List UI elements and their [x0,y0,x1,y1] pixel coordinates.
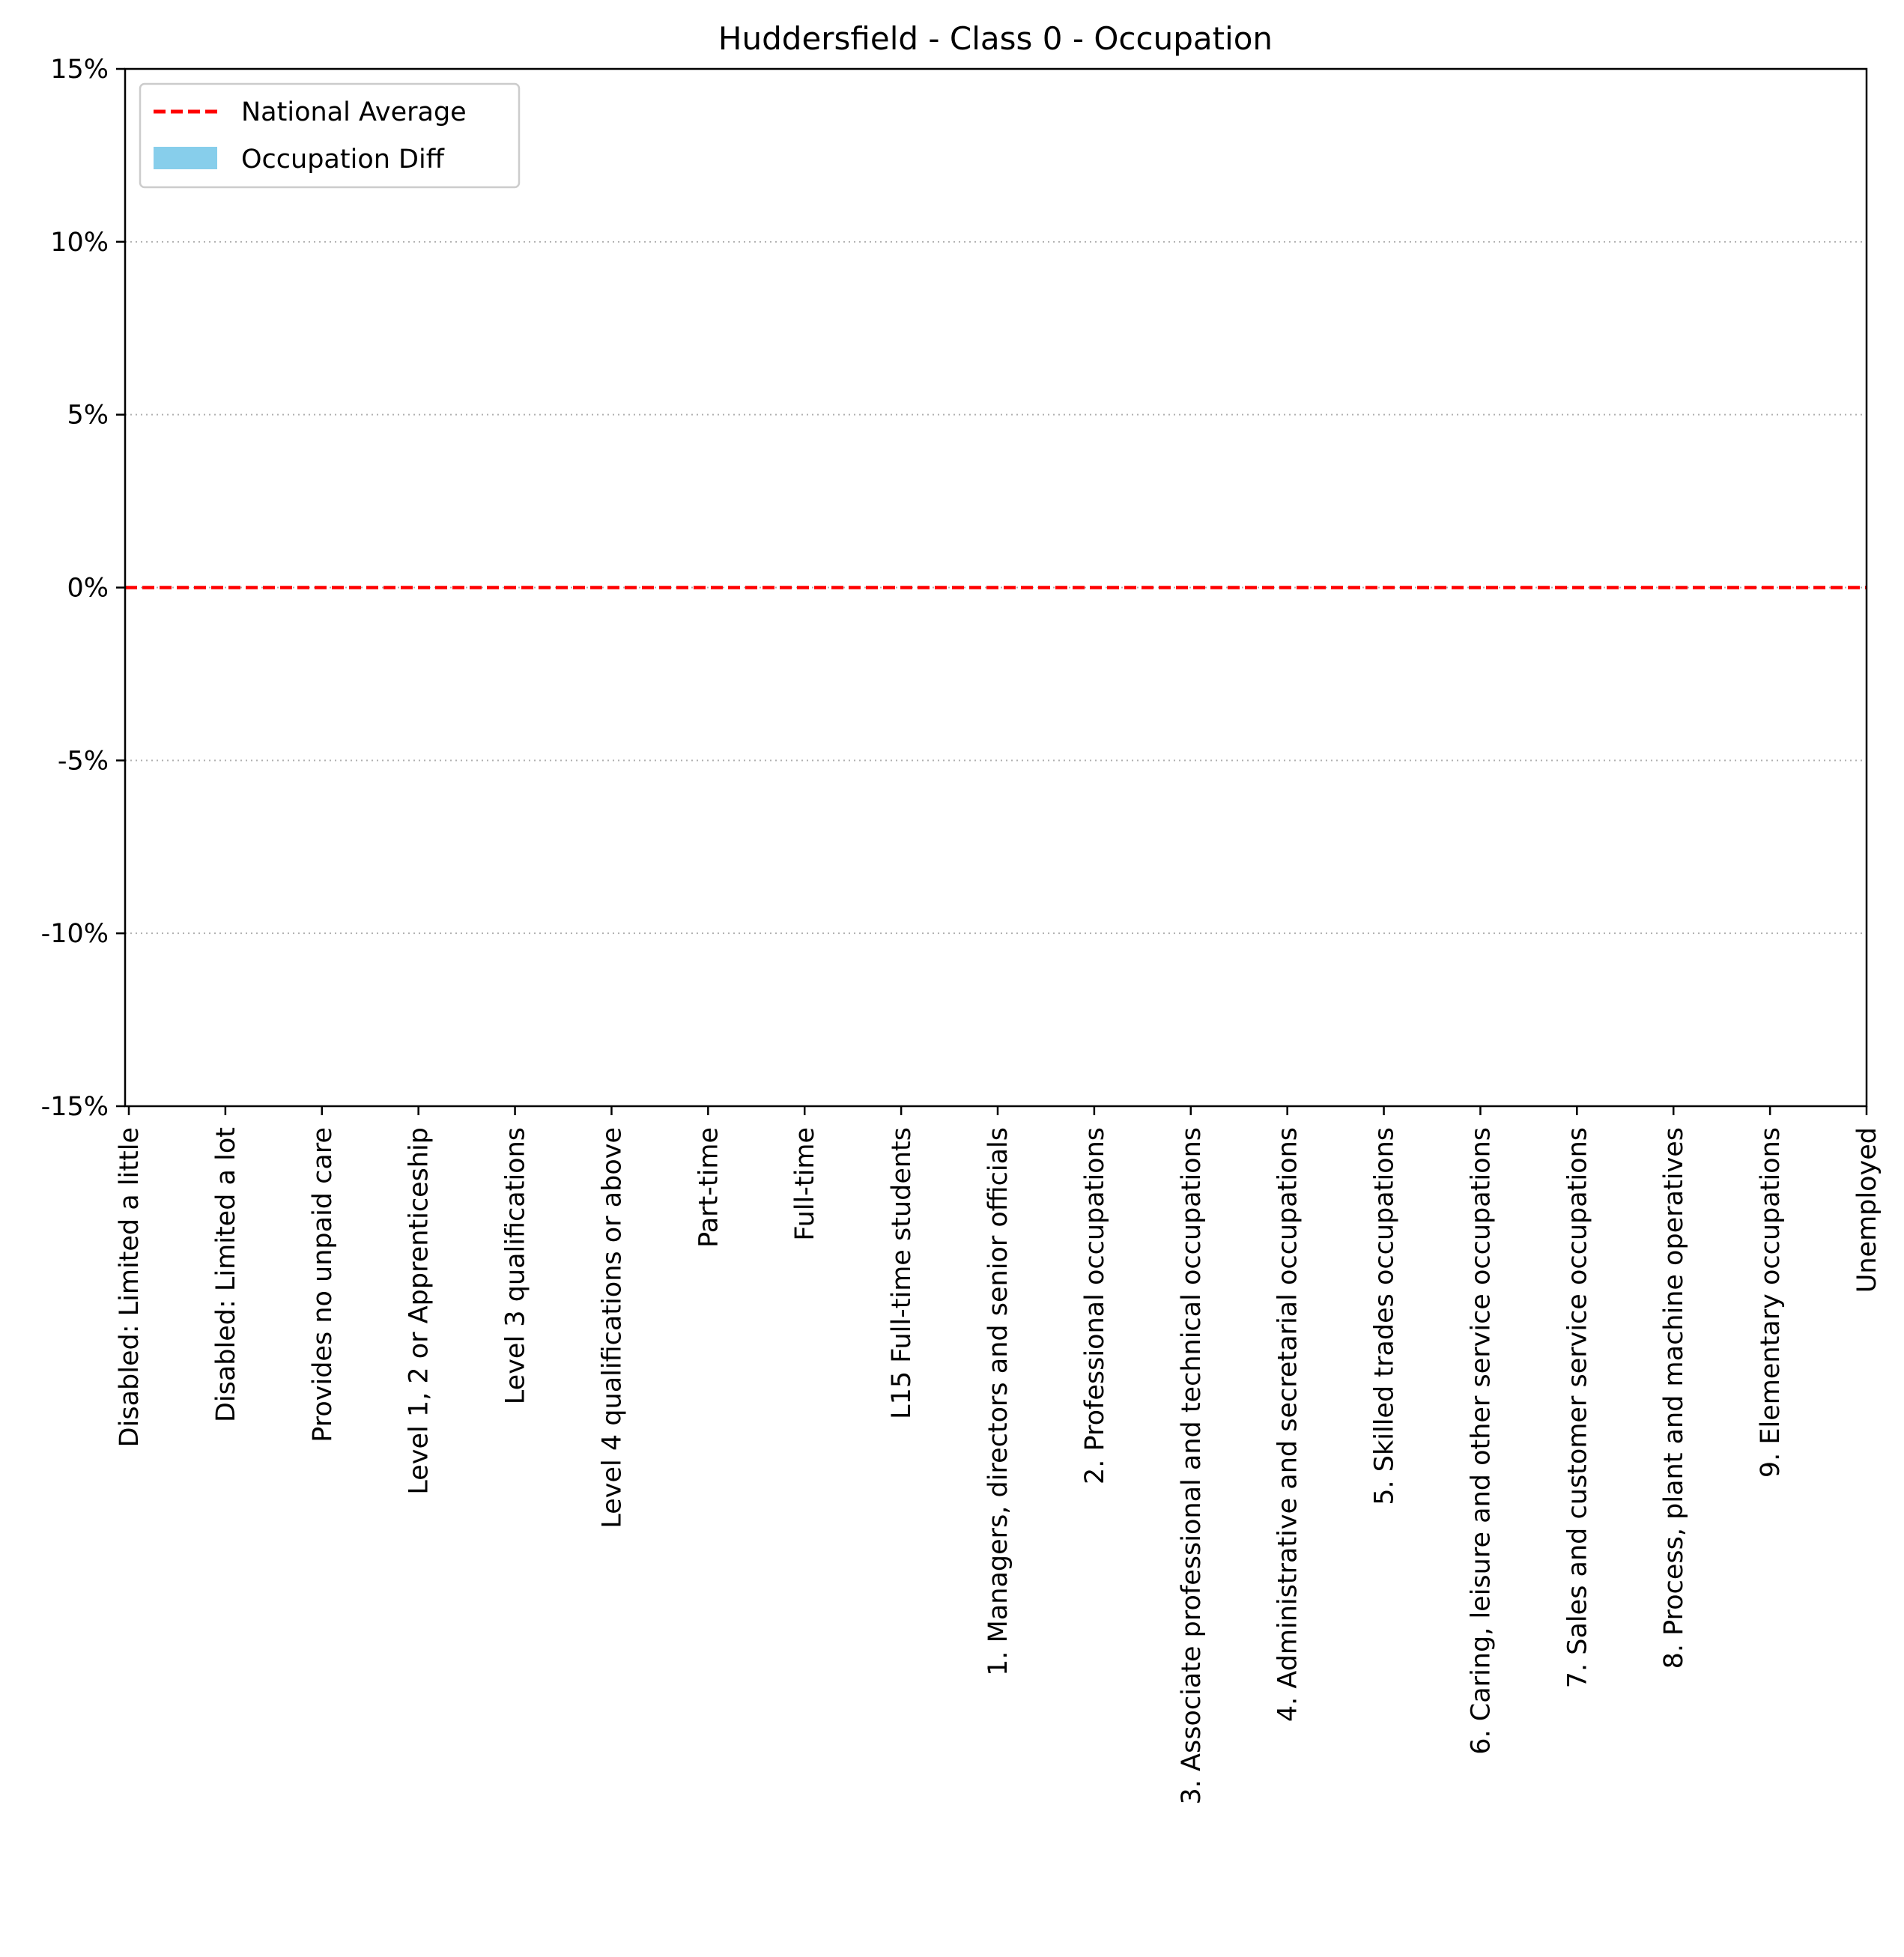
x-tick-label: Full-time [790,1127,820,1241]
x-tick-label: Disabled: Limited a little [115,1127,145,1447]
y-tick-label: 0% [67,574,109,604]
legend-occupation-diff-label: Occupation Diff [241,145,445,175]
legend-occupation-diff-swatch [154,147,217,169]
x-tick-label: 3. Associate professional and technical … [1177,1127,1207,1804]
y-axis: 15% 10% 5% 0% -5% -10% -15% [41,55,125,1122]
x-tick-label: 5. Skilled trades occupations [1370,1127,1400,1505]
x-tick-label: 9. Elementary occupations [1756,1127,1786,1478]
y-tick-label: -5% [58,746,109,776]
x-tick-label: 1. Managers, directors and senior offici… [983,1127,1013,1676]
chart-title: Huddersfield - Class 0 - Occupation [718,20,1273,57]
x-tick-label: Provides no unpaid care [308,1127,338,1442]
x-tick-label: Level 1, 2 or Apprenticeship [404,1127,434,1495]
x-tick-label: Level 4 qualifications or above [597,1127,627,1529]
legend: National Average Occupation Diff [139,82,521,189]
y-tick-label: -10% [41,919,109,949]
x-tick-label: 4. Administrative and secretarial occupa… [1273,1127,1303,1722]
x-tick-label: 7. Sales and customer service occupation… [1562,1127,1592,1688]
x-axis: Disabled: Limited a little Disabled: Limi… [115,1106,1882,1804]
legend-box [139,82,521,189]
x-tick-label: L15 Full-time students [887,1127,917,1419]
y-tick-label: -15% [41,1092,109,1122]
x-tick-label: 6. Caring, leisure and other service occ… [1466,1127,1496,1755]
x-tick-label: 8. Process, plant and machine operatives [1659,1127,1689,1669]
x-tick-label: Unemployed [1852,1127,1882,1293]
y-tick-label: 5% [67,401,109,431]
y-tick-label: 10% [50,228,109,258]
x-tick-label: Part-time [694,1127,724,1248]
y-tick-label: 15% [50,55,109,85]
x-tick-label: Disabled: Limited a lot [211,1127,241,1422]
legend-national-average-label: National Average [241,97,467,127]
x-tick-label: Level 3 qualifications [501,1127,531,1404]
x-tick-label: 2. Professional occupations [1080,1127,1110,1484]
